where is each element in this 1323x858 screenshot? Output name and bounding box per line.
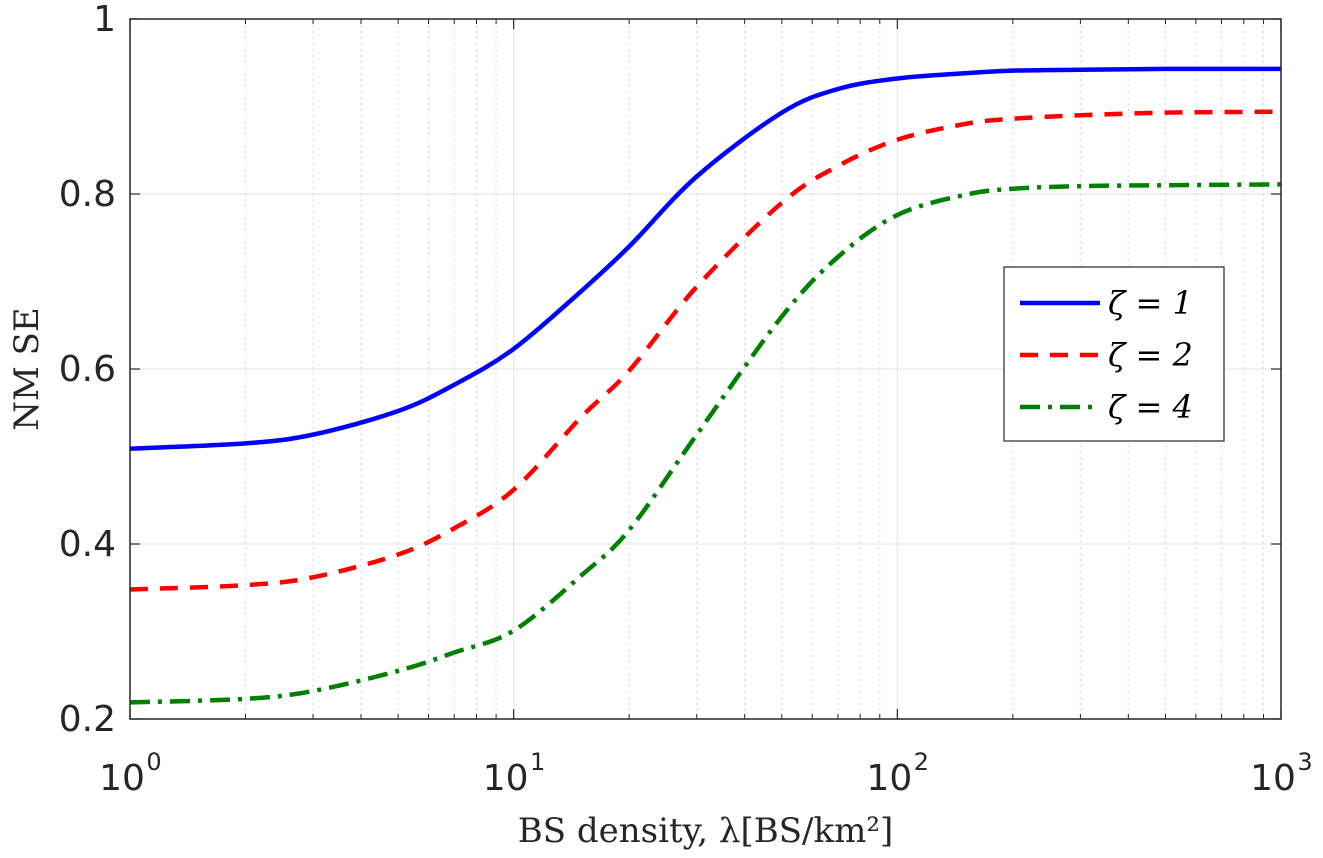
series-line-3 <box>129 182 1282 705</box>
x-tick-base: 10 <box>99 758 145 799</box>
y-axis-label: NM SE <box>7 307 47 430</box>
x-tick-label: 10 2 <box>866 748 929 799</box>
x-axis-label: BS density, λ[BS/km²] <box>518 811 893 851</box>
legend-box <box>1003 266 1225 442</box>
y-tick-label: 0.2 <box>59 699 116 740</box>
legend: ζ = 1 ζ = 2 ζ = 4 <box>1003 266 1225 442</box>
x-tick-exponent: 2 <box>914 748 929 776</box>
legend-label-1: ζ = 1 <box>1108 284 1193 322</box>
y-tick-label: 0.4 <box>59 524 116 565</box>
legend-label-3: ζ = 4 <box>1108 388 1193 426</box>
y-tick-label: 0.6 <box>59 349 116 390</box>
x-tick-exponent: 3 <box>1297 748 1312 776</box>
series-line-1 <box>129 66 1282 451</box>
x-tick-base: 10 <box>1250 758 1296 799</box>
series-lines <box>129 66 1282 705</box>
x-tick-label: 10 3 <box>1250 748 1313 799</box>
plot-area-border <box>129 18 1282 720</box>
x-tick-base: 10 <box>483 758 529 799</box>
tick-labels: 10 0 10 1 10 2 10 30.20.40.60.81 <box>59 0 1313 799</box>
x-tick-exponent: 0 <box>146 748 161 776</box>
x-tick-base: 10 <box>866 758 912 799</box>
y-tick-label: 0.8 <box>59 174 116 215</box>
x-tick-label: 10 1 <box>483 748 546 799</box>
y-tick-label: 1 <box>93 0 116 40</box>
x-tick-exponent: 1 <box>530 748 545 776</box>
x-tick-label: 10 0 <box>99 748 162 799</box>
legend-label-2: ζ = 2 <box>1108 336 1193 374</box>
